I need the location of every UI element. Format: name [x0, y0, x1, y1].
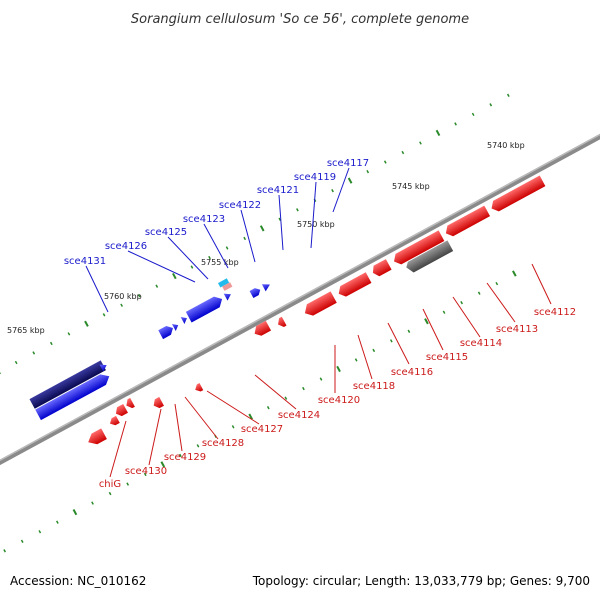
gene-label[interactable]: sce4114	[460, 338, 502, 349]
gene-block-blue	[223, 293, 231, 301]
gene-label[interactable]: chiG	[99, 479, 121, 490]
gene-block-red	[278, 316, 287, 327]
genome-track	[0, 82, 600, 553]
gene-label[interactable]: sce4118	[353, 381, 395, 392]
gene-block-red	[338, 272, 372, 297]
gene-block-red	[394, 230, 445, 265]
gene-block-rna	[217, 278, 230, 288]
gene-label[interactable]: sce4128	[202, 438, 244, 449]
gene-label[interactable]: sce4126	[105, 241, 147, 252]
genome-backbone	[0, 82, 600, 517]
gene-block-blue	[158, 325, 173, 340]
gene-block-red	[195, 383, 204, 392]
gene-label[interactable]: sce4127	[241, 424, 283, 435]
gene-block-red	[304, 291, 337, 316]
gene-label[interactable]: sce4123	[183, 214, 225, 225]
reverse-genes	[88, 175, 546, 445]
gene-label[interactable]: sce4117	[327, 158, 369, 169]
gene-block-red	[445, 205, 491, 237]
gene-label[interactable]: sce4116	[391, 367, 433, 378]
gene-label[interactable]: sce4113	[496, 324, 538, 335]
gene-block-rna	[222, 282, 233, 291]
gene-block-red	[254, 320, 272, 336]
gene-labels-bottom: sce4112 sce4113 sce4114 sce4115 sce4116 …	[99, 307, 576, 490]
scale-label: 5755 kbp	[201, 258, 239, 267]
gene-block-blue	[185, 296, 223, 323]
leader-lines-bottom	[109, 263, 552, 478]
gene-label[interactable]: sce4124	[278, 410, 320, 421]
gene-label[interactable]: sce4112	[534, 307, 576, 318]
gene-block-blue	[180, 317, 187, 325]
leader-lines-top	[85, 167, 350, 313]
inner-ticks	[3, 270, 517, 553]
map-title: Sorangium cellulosum 'So ce 56', complet…	[131, 12, 469, 27]
gene-labels-top: sce4117 sce4119 sce4121 sce4122 sce4123 …	[64, 158, 369, 267]
scale-labels: 5740 kbp 5745 kbp 5750 kbp 5755 kbp 5760…	[7, 141, 525, 335]
gene-block-dark-blue	[29, 360, 106, 409]
gene-block-grey	[406, 240, 454, 273]
gene-block-red	[115, 403, 128, 417]
scale-label: 5745 kbp	[392, 182, 430, 191]
gene-block-blue	[249, 288, 261, 298]
gene-block-red	[126, 397, 135, 409]
outer-ticks	[0, 93, 510, 375]
forward-genes	[29, 278, 270, 421]
gene-label[interactable]: sce4130	[125, 466, 167, 477]
accession-text: Accession: NC_010162	[10, 574, 147, 588]
gene-label[interactable]: sce4119	[294, 172, 336, 183]
gene-label[interactable]: sce4125	[145, 227, 187, 238]
gene-block-blue	[171, 324, 179, 332]
gene-label[interactable]: sce4129	[164, 452, 206, 463]
gene-label[interactable]: sce4131	[64, 256, 106, 267]
gene-label[interactable]: sce4121	[257, 185, 299, 196]
gene-label[interactable]: sce4115	[426, 352, 468, 363]
gene-label[interactable]: sce4120	[318, 395, 360, 406]
gene-label[interactable]: sce4122	[219, 200, 261, 211]
gene-block-blue	[99, 364, 107, 372]
scale-label: 5750 kbp	[297, 220, 335, 229]
scale-label: 5765 kbp	[7, 326, 45, 335]
scale-label: 5740 kbp	[487, 141, 525, 150]
gene-block-blue	[261, 284, 270, 292]
gene-block-red	[491, 175, 546, 212]
genome-summary-text: Topology: circular; Length: 13,033,779 b…	[252, 574, 590, 588]
gene-block-red	[372, 259, 392, 277]
gene-block-blue-long	[35, 374, 110, 421]
scale-label: 5760 kbp	[104, 292, 142, 301]
gene-block-red	[88, 428, 107, 445]
gene-block-red	[153, 396, 164, 409]
gene-block-red	[109, 415, 120, 426]
